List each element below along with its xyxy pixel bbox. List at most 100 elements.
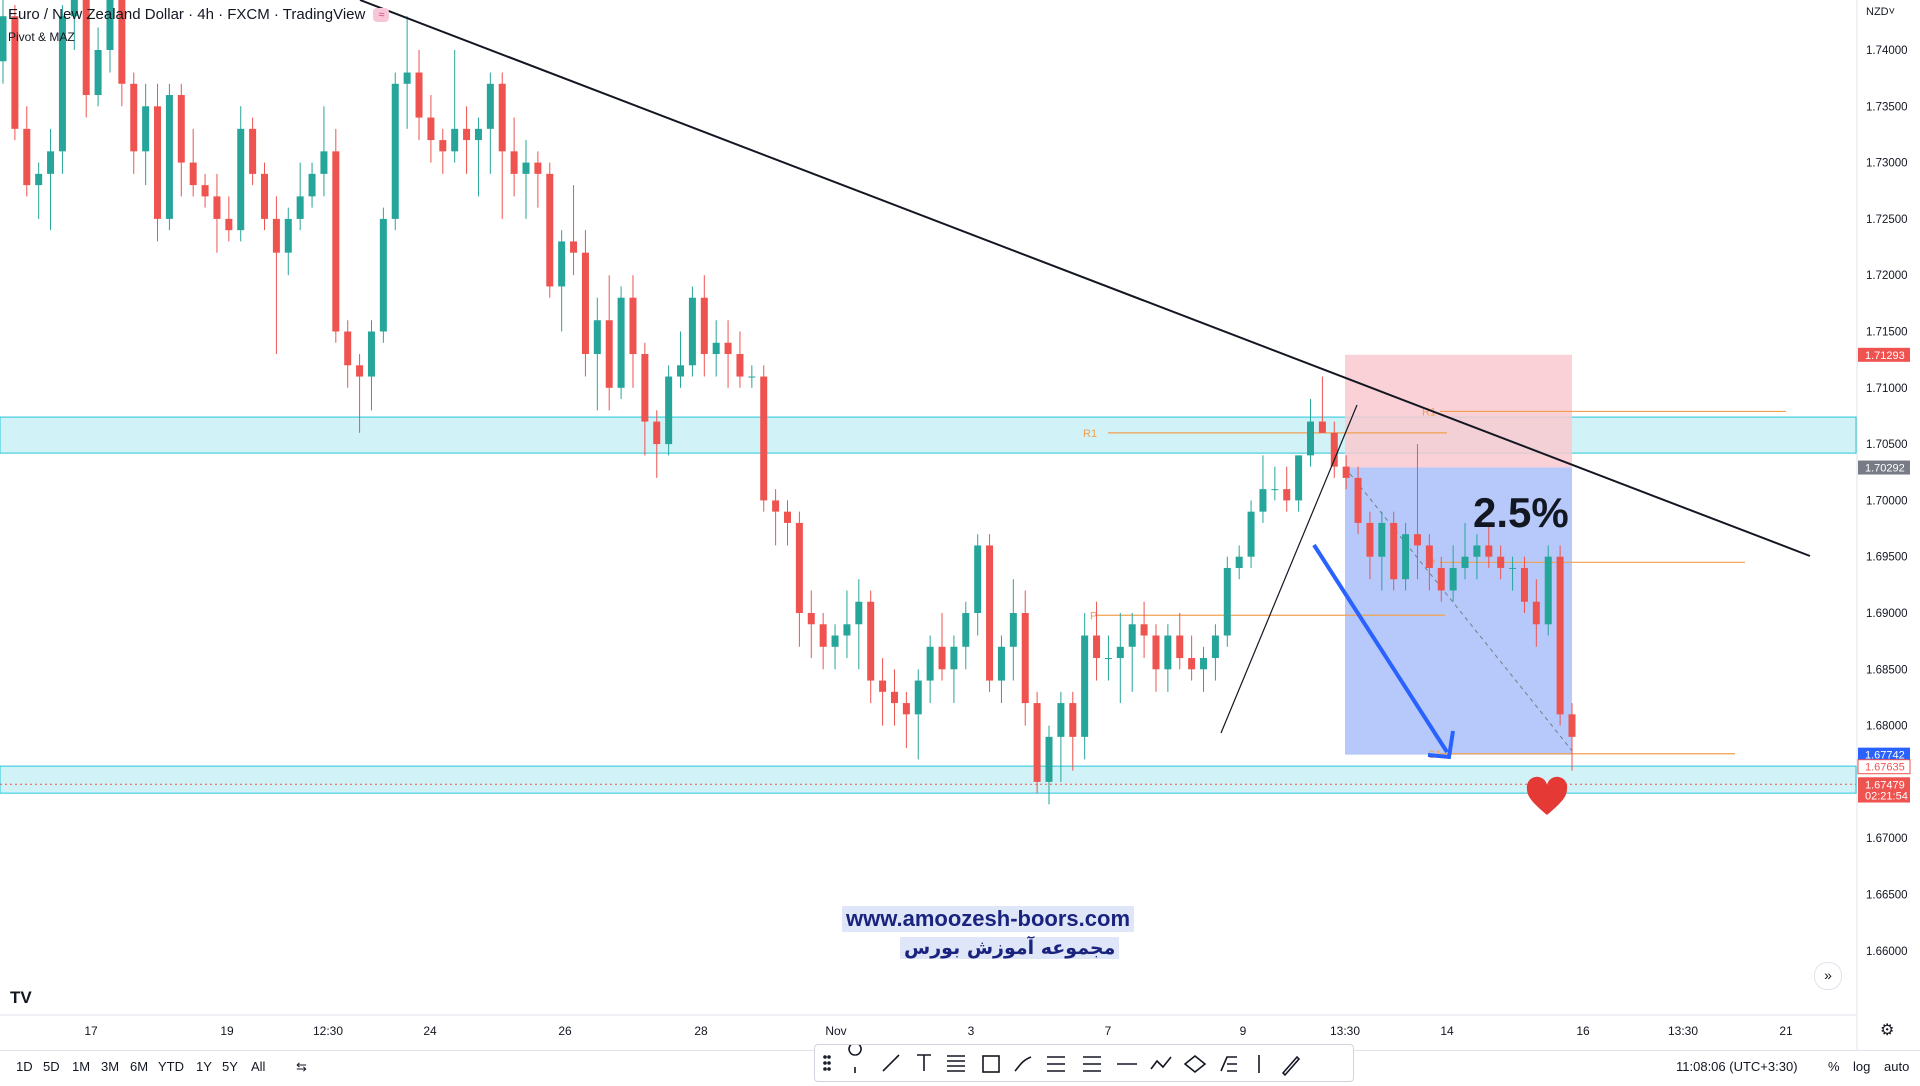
percent-toggle[interactable]: % — [1828, 1059, 1840, 1074]
y-tick-label: 1.72500 — [1866, 214, 1908, 226]
candle-body — [902, 703, 910, 715]
candle-body — [1140, 624, 1148, 636]
candle-body — [379, 218, 387, 332]
range-ytd[interactable]: YTD — [158, 1059, 184, 1074]
candle-body — [665, 376, 673, 445]
candle-body — [1330, 432, 1338, 467]
candle-body — [712, 342, 720, 355]
candle-body — [201, 185, 209, 197]
range-1m[interactable]: 1M — [72, 1059, 91, 1074]
long-position-icon — [1047, 1056, 1065, 1072]
candle-body — [1556, 556, 1564, 715]
candle-body — [154, 106, 162, 219]
candle-body — [1247, 511, 1255, 557]
candle-body — [736, 354, 744, 377]
x-tick-label: 16 — [1576, 1024, 1590, 1038]
scroll-to-realtime-icon[interactable]: » — [1814, 962, 1842, 990]
candle-body — [474, 128, 482, 141]
x-tick-label: 14 — [1440, 1024, 1454, 1038]
tradingview-logo[interactable]: TV — [10, 988, 32, 1007]
candle-body — [1211, 635, 1219, 659]
range-3m[interactable]: 3M — [101, 1059, 120, 1074]
candle-body — [997, 646, 1005, 681]
indicator-label[interactable]: Pivot & MAZ — [8, 30, 75, 44]
x-tick-label: 12:30 — [313, 1024, 343, 1038]
rectangle-icon — [982, 1055, 1000, 1073]
date-range-icon[interactable]: ⇆ — [296, 1059, 307, 1074]
trend-line-icon — [882, 1054, 900, 1072]
candle-body — [1390, 522, 1398, 580]
price-chart[interactable]: R1PR1PS12.5%1.740001.735001.730001.72500… — [0, 0, 1920, 1050]
drawing-toolbar — [814, 1042, 1354, 1082]
x-tick-label: 13:30 — [1330, 1024, 1360, 1038]
candle-body — [391, 83, 399, 219]
candle-body — [177, 95, 185, 163]
candle-body — [1544, 556, 1552, 625]
candle-body — [165, 95, 173, 219]
price-label: 1.70292 — [1865, 463, 1905, 475]
path-icon — [1150, 1056, 1172, 1070]
y-tick-label: 1.68500 — [1866, 664, 1908, 676]
candle-body — [1378, 522, 1386, 557]
gear-icon[interactable]: ⚙ — [1880, 1022, 1895, 1039]
range-5d[interactable]: 5D — [43, 1059, 60, 1074]
x-tick-label: 19 — [220, 1024, 234, 1038]
candle-body — [688, 297, 696, 366]
candle-body — [189, 162, 197, 186]
candle-body — [962, 613, 970, 647]
chart-title: Euro / New Zealand Dollar · 4h · FXCM · … — [8, 6, 390, 23]
candle-body — [1188, 658, 1196, 670]
candle-body — [213, 196, 221, 219]
candle-body — [831, 635, 839, 647]
pitchfork-icon — [1220, 1056, 1237, 1072]
range-1d[interactable]: 1D — [16, 1059, 33, 1074]
candle-body — [58, 16, 66, 152]
candle-body — [617, 297, 625, 388]
range-all[interactable]: All — [251, 1059, 266, 1074]
auto-toggle[interactable]: auto — [1884, 1059, 1910, 1074]
x-tick-label: 17 — [84, 1024, 98, 1038]
candle-body — [1259, 489, 1267, 512]
x-tick-label: Nov — [825, 1024, 846, 1038]
y-tick-label: 1.67000 — [1866, 833, 1908, 845]
price-label-box — [1858, 747, 1910, 762]
down-arrow-head-icon — [1427, 730, 1455, 760]
candle-body — [1057, 703, 1065, 737]
candle-body — [249, 128, 257, 174]
range-5y[interactable]: 5Y — [222, 1059, 238, 1074]
candle-body — [1473, 545, 1481, 557]
candle-body — [879, 680, 887, 692]
candle-body — [1223, 567, 1231, 636]
range-6m[interactable]: 6M — [130, 1059, 149, 1074]
currency-select[interactable]: NZD˅ — [1866, 6, 1896, 18]
live-badge-icon[interactable]: ≈ — [373, 8, 390, 23]
log-toggle[interactable]: log — [1853, 1059, 1871, 1074]
text-icon — [917, 1054, 931, 1071]
candle-body — [1271, 489, 1279, 491]
candle-body — [1449, 567, 1457, 591]
candle-body — [724, 342, 732, 355]
price-label: 1.67479 — [1865, 779, 1905, 791]
candle-body — [1307, 421, 1314, 456]
candle-body — [1093, 635, 1101, 659]
candle-body — [1045, 736, 1053, 782]
range-1y[interactable]: 1Y — [196, 1059, 212, 1074]
candle-body — [1509, 567, 1517, 569]
down-arrow-line — [1312, 543, 1449, 754]
candle-body — [867, 601, 875, 681]
candle-body — [522, 162, 530, 174]
candle-body — [807, 613, 815, 625]
y-tick-label: 1.70500 — [1866, 439, 1908, 451]
candle-body — [344, 331, 352, 366]
candle-body — [772, 500, 780, 512]
clock[interactable]: 11:08:06 (UTC+3:30) — [1676, 1059, 1798, 1074]
y-tick-label: 1.74000 — [1866, 45, 1908, 57]
candle-body — [272, 218, 280, 253]
candle-body — [70, 0, 78, 17]
candle-body — [1009, 613, 1017, 647]
x-tick-label: 7 — [1105, 1024, 1112, 1038]
candle-body — [1081, 635, 1089, 737]
candle-body — [237, 128, 245, 231]
candle-body — [1200, 658, 1208, 670]
pin-icon — [848, 1042, 862, 1073]
